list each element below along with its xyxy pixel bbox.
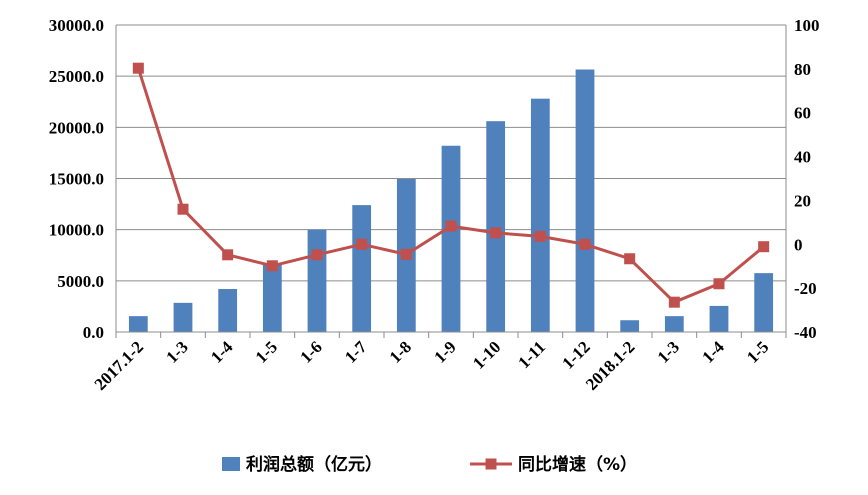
line-marker [534,230,546,242]
line-marker [713,278,725,290]
legend-line-label: 同比增速（%） [518,454,637,475]
left-axis-tick-label: 20000.0 [49,118,104,137]
line-marker [266,260,278,272]
bar [664,316,684,332]
line-marker [758,241,770,253]
bar [530,98,550,333]
right-axis-labels: -40 -20 0 20 40 60 80 100 [794,16,820,342]
line-marker [177,203,189,215]
bar [709,305,729,332]
bar [262,264,282,332]
left-axis-tick-label: 0.0 [83,323,104,342]
bar [128,316,148,332]
left-axis-labels: 0.0 5000.0 10000.0 15000.0 20000.0 25000.0 300… [49,16,104,342]
line-marker [624,253,636,265]
x-axis-tick-label: 1-6 [296,337,325,366]
right-axis-tick-label: 0 [794,235,803,254]
right-axis-tick-label: -20 [794,279,817,298]
legend-bar-label: 利润总额（亿元） [246,454,382,475]
bar [441,145,461,332]
x-axis-tick-label: 1-10 [469,337,504,372]
x-axis-tick-label: 1-12 [558,337,593,372]
left-axis-tick-label: 30000.0 [49,16,104,35]
bar [575,69,595,332]
bar [173,302,193,332]
left-axis-tick-label: 25000.0 [49,67,104,86]
bar [307,229,327,332]
bar [486,121,506,333]
x-axis-tick-label: 1-4 [207,337,237,367]
line-marker [356,238,368,250]
line-marker [311,249,323,261]
x-axis-tick-label: 1-5 [252,337,281,366]
bar [754,273,774,332]
right-axis-tick-label: 40 [794,148,811,167]
axes [115,25,787,338]
x-axis-tick-label: 1-3 [162,337,191,366]
x-axis-tick-label: 1-11 [514,337,549,372]
x-axis-tick-label: 2018.1-2 [582,337,639,394]
x-axis-labels: 2017.1-2 1-3 1-4 1-5 1-6 1-7 1-8 1-9 1-10 1-11 1-1… [91,337,773,394]
legend-line-marker [485,458,497,470]
line-series [132,62,770,308]
line-marker [222,249,234,261]
right-axis-tick-label: 60 [794,104,811,123]
left-axis-tick-label: 10000.0 [49,221,104,240]
line-marker [668,296,680,308]
x-axis-tick-label: 1-5 [743,337,772,366]
line-marker [445,220,457,232]
x-axis-tick-label: 1-9 [430,337,459,366]
bar [218,289,238,332]
left-axis-tick-label: 5000.0 [57,272,104,291]
right-axis-tick-label: -40 [794,323,817,342]
left-axis-tick-label: 15000.0 [49,170,104,189]
bar-series [128,69,774,333]
x-axis-tick-label: 1-8 [386,337,415,366]
right-axis-tick-label: 20 [794,191,811,210]
x-axis-tick-label: 2017.1-2 [91,337,148,394]
legend-bar-swatch [222,457,240,471]
x-axis-tick-label: 1-3 [654,337,683,366]
legend: 利润总额（亿元） 同比增速（%） [222,454,637,475]
right-axis-tick-label: 80 [794,60,811,79]
line-marker [400,248,412,260]
x-axis-tick-label: 1-4 [698,337,728,367]
line-marker [490,227,502,239]
line-marker [132,62,144,74]
x-axis-tick-label: 1-7 [341,337,371,367]
bar [352,205,372,332]
right-axis-tick-label: 100 [794,16,820,35]
bar [620,320,640,332]
line-marker [579,238,591,250]
